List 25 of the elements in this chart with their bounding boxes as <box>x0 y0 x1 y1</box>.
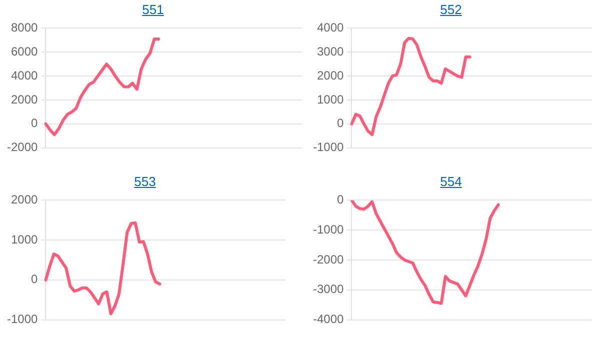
y-tick-label: 6000 <box>10 44 38 58</box>
y-tick-label: 8000 <box>10 20 38 35</box>
y-tick-label: -4000 <box>312 312 344 326</box>
y-tick-label: 0 <box>337 116 344 130</box>
y-tick-label: 0 <box>31 116 38 130</box>
y-tick-label: -3000 <box>312 282 344 296</box>
y-tick-label: -2000 <box>6 140 38 154</box>
y-tick-label: -1000 <box>6 312 38 326</box>
y-tick-label: 2000 <box>10 192 38 207</box>
y-tick-label: 0 <box>31 272 38 286</box>
y-tick-label: 1000 <box>10 232 38 246</box>
y-tick-label: -1000 <box>312 222 344 236</box>
y-tick-label: 4000 <box>10 68 38 82</box>
y-tick-label: 0 <box>337 192 344 207</box>
chart-title: 551 <box>141 2 165 17</box>
chart-title: 552 <box>439 2 463 17</box>
y-tick-label: 3000 <box>316 44 344 58</box>
y-tick-label: 2000 <box>10 92 38 106</box>
chart-title: 553 <box>133 174 157 189</box>
y-tick-label: -2000 <box>312 252 344 266</box>
chart-title: 554 <box>439 174 463 189</box>
y-tick-label: -1000 <box>312 140 344 154</box>
y-tick-label: 4000 <box>316 20 344 35</box>
y-tick-label: 1000 <box>316 92 344 106</box>
y-tick-label: 2000 <box>316 68 344 82</box>
